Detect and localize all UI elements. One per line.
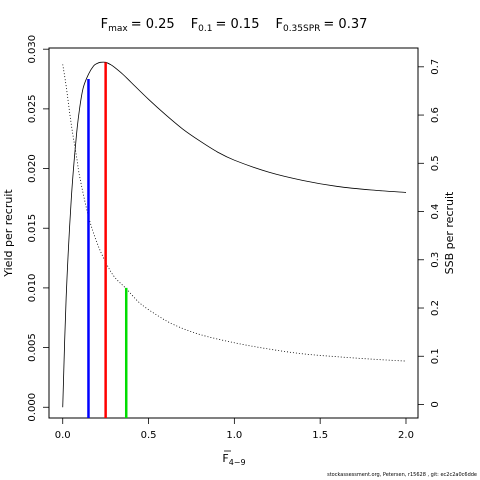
title-param-subscript: 0.35SPR [283, 24, 320, 34]
ssb-per-recruit-line [62, 64, 407, 362]
title-param-label: F [191, 17, 198, 32]
y-right-tick-label: 0.1 [430, 348, 441, 364]
y-axis-right: 0 0.1 0.2 0.3 0.4 0.5 0.6 0.7 [418, 59, 441, 408]
x-axis-label: F4−9 [222, 452, 245, 467]
y-left-tick-label: 0.025 [27, 95, 38, 124]
y-left-tick-label: 0.015 [27, 214, 38, 243]
x-tick-label: 0.0 [55, 430, 71, 441]
title-param-subscript: max [108, 24, 128, 34]
reference-lines [87, 62, 128, 418]
title-param-label: F [275, 17, 282, 32]
x-tick-label: 1.0 [226, 430, 242, 441]
x-tick-label: 2.0 [398, 430, 414, 441]
x-axis: 0.0 0.5 1.0 1.5 2.0 [55, 418, 414, 441]
y-axis-left-label: Yield per recruit [2, 189, 15, 278]
y-right-tick-label: 0.2 [430, 300, 441, 316]
x-axis-label-main: F [222, 452, 228, 465]
footer-credit: stockassessment.org, Petersen, r15628 , … [327, 472, 477, 478]
plot-frame [48, 47, 419, 419]
series-layer [62, 61, 407, 408]
y-left-tick-label: 0.020 [27, 154, 38, 183]
y-right-tick-label: 0.6 [430, 107, 441, 123]
y-right-tick-label: 0.4 [430, 204, 441, 220]
y-left-tick-label: 0.000 [27, 393, 38, 422]
chart-title: Fmax = 0.25 F0.1 = 0.15 F0.35SPR = 0.37 [101, 17, 368, 34]
y-axis-left: 0.000 0.005 0.010 0.015 0.020 0.025 0.030 [27, 35, 49, 422]
yield-per-recruit-line [62, 61, 407, 408]
y-left-tick-label: 0.005 [27, 333, 38, 362]
title-param-value: = 0.37 [323, 17, 367, 32]
title-param-value: = 0.15 [216, 17, 260, 32]
title-param-value: = 0.25 [131, 17, 175, 32]
title-param-label: F [101, 17, 108, 32]
chart-title-text: Fmax = 0.25 F0.1 = 0.15 F0.35SPR = 0.37 [101, 17, 368, 34]
y-axis-right-label: SSB per recruit [443, 191, 456, 274]
y-left-tick-label: 0.010 [27, 274, 38, 303]
y-left-tick-label: 0.030 [27, 35, 38, 64]
x-axis-label-sub: 4−9 [229, 458, 246, 467]
y-right-tick-label: 0.7 [430, 59, 441, 75]
x-tick-label: 0.5 [141, 430, 157, 441]
y-right-tick-label: 0.3 [430, 252, 441, 268]
y-right-tick-label: 0 [430, 401, 441, 407]
x-tick-label: 1.5 [312, 430, 328, 441]
y-right-tick-label: 0.5 [430, 155, 441, 171]
title-param-subscript: 0.1 [198, 24, 212, 34]
